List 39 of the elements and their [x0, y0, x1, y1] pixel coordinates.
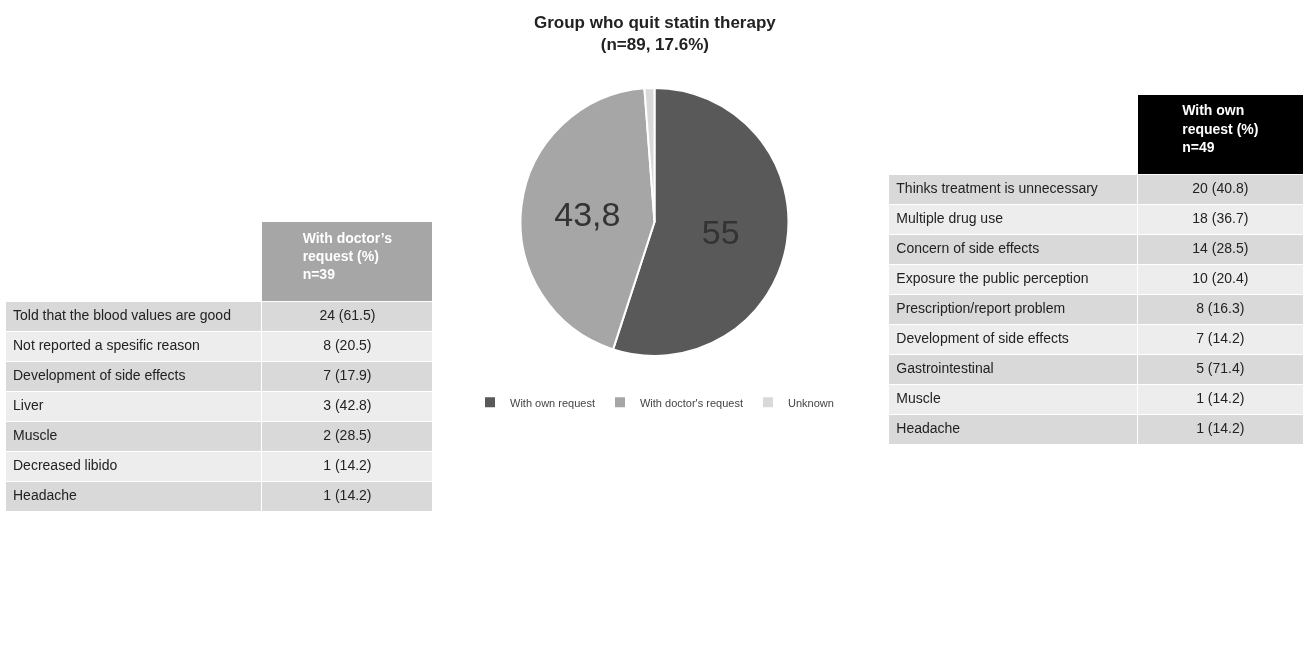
- text: 5 (71.4): [1196, 359, 1245, 376]
- category-label: Exposure the public perception: [896, 269, 1089, 286]
- text: 8 (20.5): [323, 337, 372, 354]
- text: 24 (61.5): [319, 307, 376, 324]
- category-label: Gastrointestinal: [896, 359, 994, 376]
- text: 7 (17.9): [323, 367, 372, 384]
- text: 14 (28.5): [1192, 239, 1249, 256]
- category-label: Muscle: [896, 389, 941, 406]
- data-label: 43,8: [554, 194, 621, 233]
- text: 7 (14.2): [1196, 329, 1245, 346]
- text: 10 (20.4): [1192, 269, 1249, 286]
- legend-label: Unknown: [787, 396, 834, 409]
- text: 1 (14.2): [323, 457, 372, 474]
- legend-label: With own request: [510, 396, 595, 409]
- category-label: Development of side effects: [896, 329, 1069, 346]
- category-label: Liver: [13, 397, 44, 414]
- text: 2 (28.5): [323, 427, 372, 444]
- category-label: Prescription/report problem: [896, 299, 1066, 316]
- category-label: Headache: [896, 419, 961, 436]
- category-label: Thinks treatment is unnecessary: [896, 179, 1098, 196]
- text: With doctor’s request (%) n=39: [302, 229, 393, 283]
- category-label: Concern of side effects: [896, 239, 1040, 256]
- category-label: Not reported a spesific reason: [13, 337, 200, 354]
- category-label: Decreased libido: [13, 457, 118, 474]
- text: With own request (%) n=49: [1182, 102, 1259, 155]
- legend-label: With doctor's request: [639, 396, 743, 409]
- text: 8 (16.3): [1196, 299, 1245, 316]
- text: 3 (42.8): [323, 397, 372, 414]
- category-label: Muscle: [13, 427, 58, 444]
- text: 20 (40.8): [1192, 179, 1249, 196]
- category-label: Told that the blood values are good: [13, 307, 231, 324]
- text: 18 (36.7): [1192, 209, 1249, 226]
- category-label: Development of side effects: [13, 367, 186, 384]
- chart-title: Group who quit statin therapy (n=89, 17.6%): [534, 13, 777, 55]
- text: 1 (14.2): [1196, 419, 1245, 436]
- text: 1 (14.2): [323, 487, 372, 504]
- category-label: Multiple drug use: [896, 209, 1004, 226]
- text: 1 (14.2): [1196, 389, 1245, 406]
- category-label: Headache: [13, 487, 78, 504]
